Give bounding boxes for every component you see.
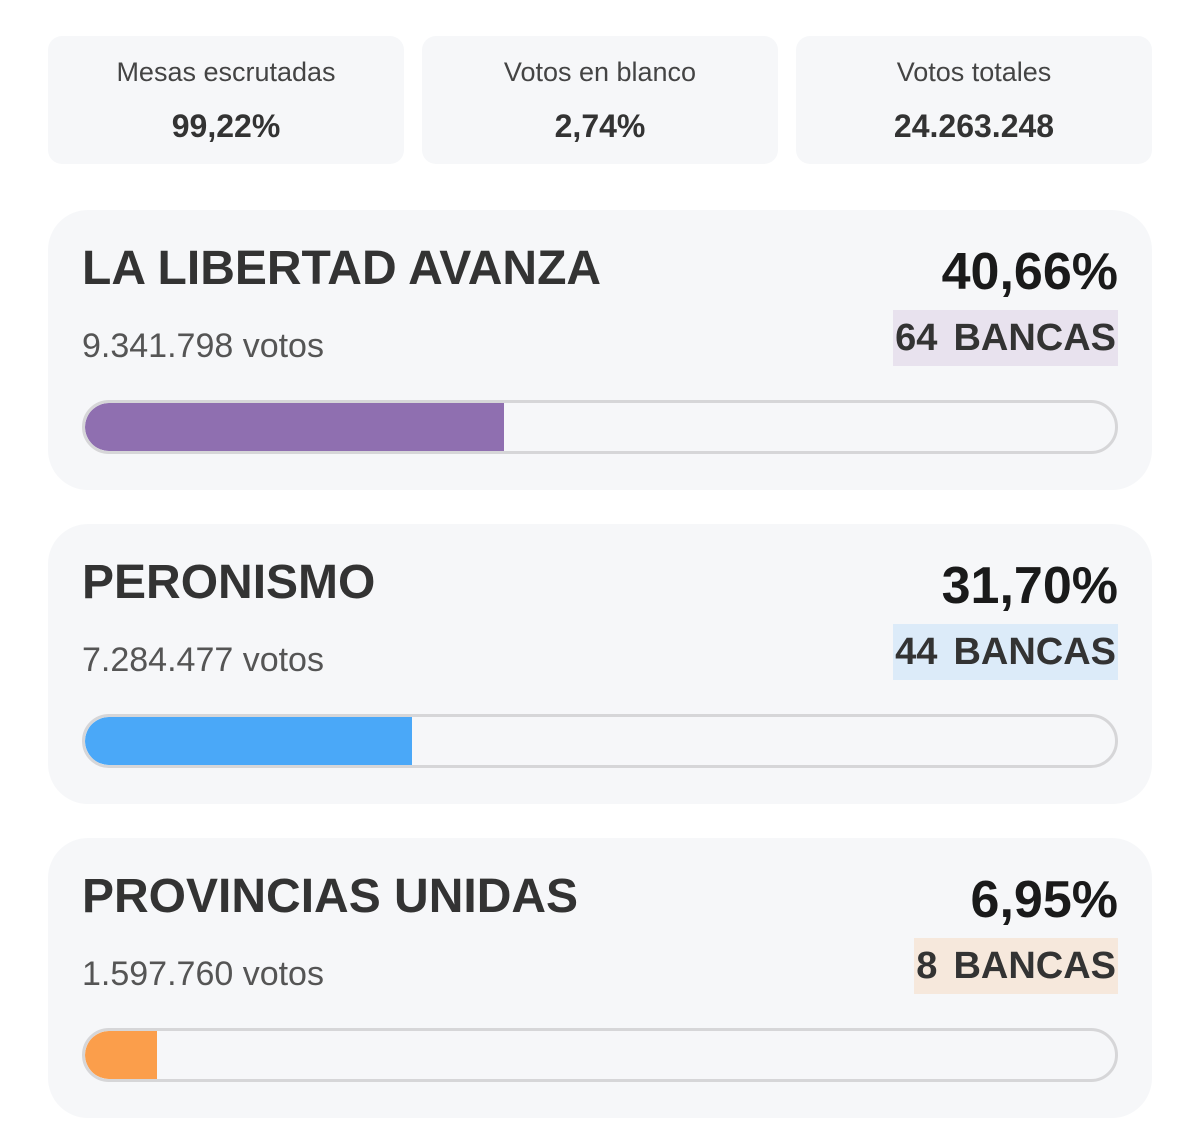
progress-bar — [82, 400, 1118, 454]
progress-bar — [82, 1028, 1118, 1082]
summary-stats: Mesas escrutadas 99,22% Votos en blanco … — [48, 36, 1152, 164]
party-name: PERONISMO — [82, 556, 376, 609]
seats-label: BANCAS — [953, 631, 1116, 673]
seats-badge: 64 BANCAS — [893, 310, 1118, 366]
stat-card-votos-totales: Votos totales 24.263.248 — [796, 36, 1152, 164]
party-percent: 6,95% — [970, 871, 1118, 929]
seats-count: 44 — [895, 631, 938, 673]
progress-fill — [85, 717, 412, 765]
seats-badge: 44 BANCAS — [893, 624, 1118, 680]
seats-count: 8 — [916, 945, 938, 987]
party-votes: 7.284.477 votos — [82, 641, 324, 679]
progress-fill — [85, 1031, 157, 1079]
stat-value: 24.263.248 — [893, 108, 1055, 144]
stat-value: 99,22% — [171, 108, 281, 144]
seats-label: BANCAS — [953, 317, 1116, 359]
stat-value: 2,74% — [554, 108, 646, 144]
party-card-peronismo: PERONISMO 7.284.477 votos 31,70% 44 BANCA… — [48, 524, 1152, 804]
party-percent: 40,66% — [941, 243, 1118, 301]
progress-bar — [82, 714, 1118, 768]
stat-card-mesas-escrutadas: Mesas escrutadas 99,22% — [48, 36, 404, 164]
party-card-provincias-unidas: PROVINCIAS UNIDAS 1.597.760 votos 6,95% … — [48, 838, 1152, 1118]
party-percent: 31,70% — [941, 557, 1118, 615]
party-card-la-libertad-avanza: LA LIBERTAD AVANZA 9.341.798 votos 40,66… — [48, 210, 1152, 490]
stat-label: Votos en blanco — [503, 57, 697, 87]
party-name: LA LIBERTAD AVANZA — [82, 242, 602, 295]
party-name: PROVINCIAS UNIDAS — [82, 870, 579, 923]
progress-fill — [85, 403, 504, 451]
party-votes: 9.341.798 votos — [82, 327, 324, 365]
stat-card-votos-en-blanco: Votos en blanco 2,74% — [422, 36, 778, 164]
seats-badge: 8 BANCAS — [914, 938, 1118, 994]
stat-label: Mesas escrutadas — [116, 57, 336, 87]
seats-label: BANCAS — [953, 945, 1116, 987]
seats-count: 64 — [895, 317, 938, 359]
stat-label: Votos totales — [896, 57, 1052, 87]
party-votes: 1.597.760 votos — [82, 955, 324, 993]
